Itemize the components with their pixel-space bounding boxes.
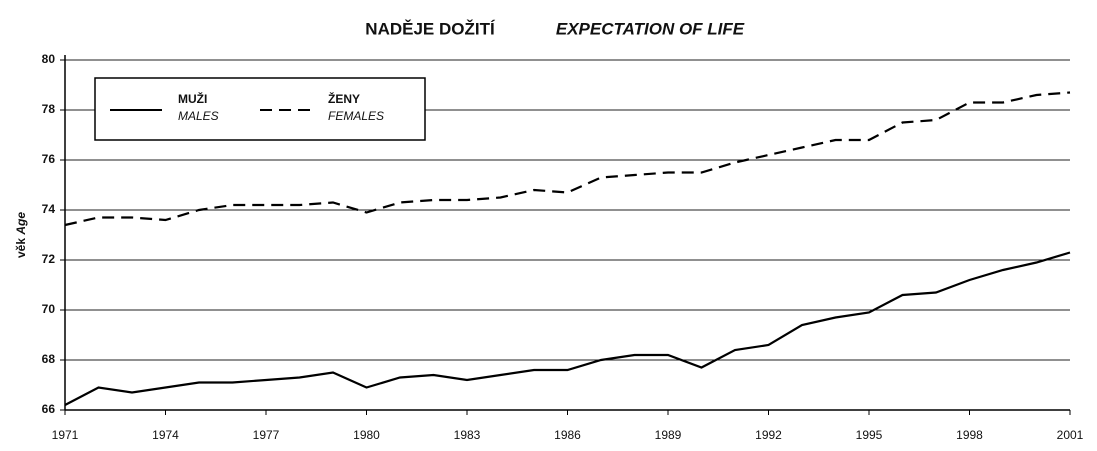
x-tick-label: 1998: [956, 428, 983, 442]
x-tick-label: 1977: [253, 428, 280, 442]
x-tick-label: 1986: [554, 428, 581, 442]
x-tick-label: 1971: [52, 428, 79, 442]
y-label: věk: [14, 238, 28, 258]
y-label-en: Age: [14, 212, 28, 236]
chart-title: NADĚJE DOŽITÍ: [365, 19, 496, 38]
legend-label: MUŽI: [178, 91, 207, 106]
series-line: [64, 251, 1071, 406]
x-tick-label: 1995: [856, 428, 883, 442]
y-axis-label: věk Age: [14, 212, 28, 258]
x-tick-label: 1980: [353, 428, 380, 442]
y-tick-label: 76: [42, 152, 56, 166]
x-tick-label: 2001: [1057, 428, 1084, 442]
x-tick-label: 1983: [454, 428, 481, 442]
x-tick-label: 1974: [152, 428, 179, 442]
legend-label-en: MALES: [178, 109, 219, 123]
y-tick-label: 70: [42, 302, 56, 316]
y-tick-label: 72: [42, 252, 56, 266]
legend-label: ŽENY: [328, 91, 360, 106]
x-tick-label: 1989: [655, 428, 682, 442]
y-tick-label: 78: [42, 102, 56, 116]
y-tick-label: 74: [42, 202, 56, 216]
series-line: [64, 91, 1071, 227]
y-tick-label: 66: [42, 402, 56, 416]
y-tick-label: 80: [42, 52, 56, 66]
x-tick-label: 1992: [755, 428, 782, 442]
y-tick-label: 68: [42, 352, 56, 366]
legend-label-en: FEMALES: [328, 109, 384, 123]
chart-title-en: EXPECTATION OF LIFE: [556, 19, 745, 38]
